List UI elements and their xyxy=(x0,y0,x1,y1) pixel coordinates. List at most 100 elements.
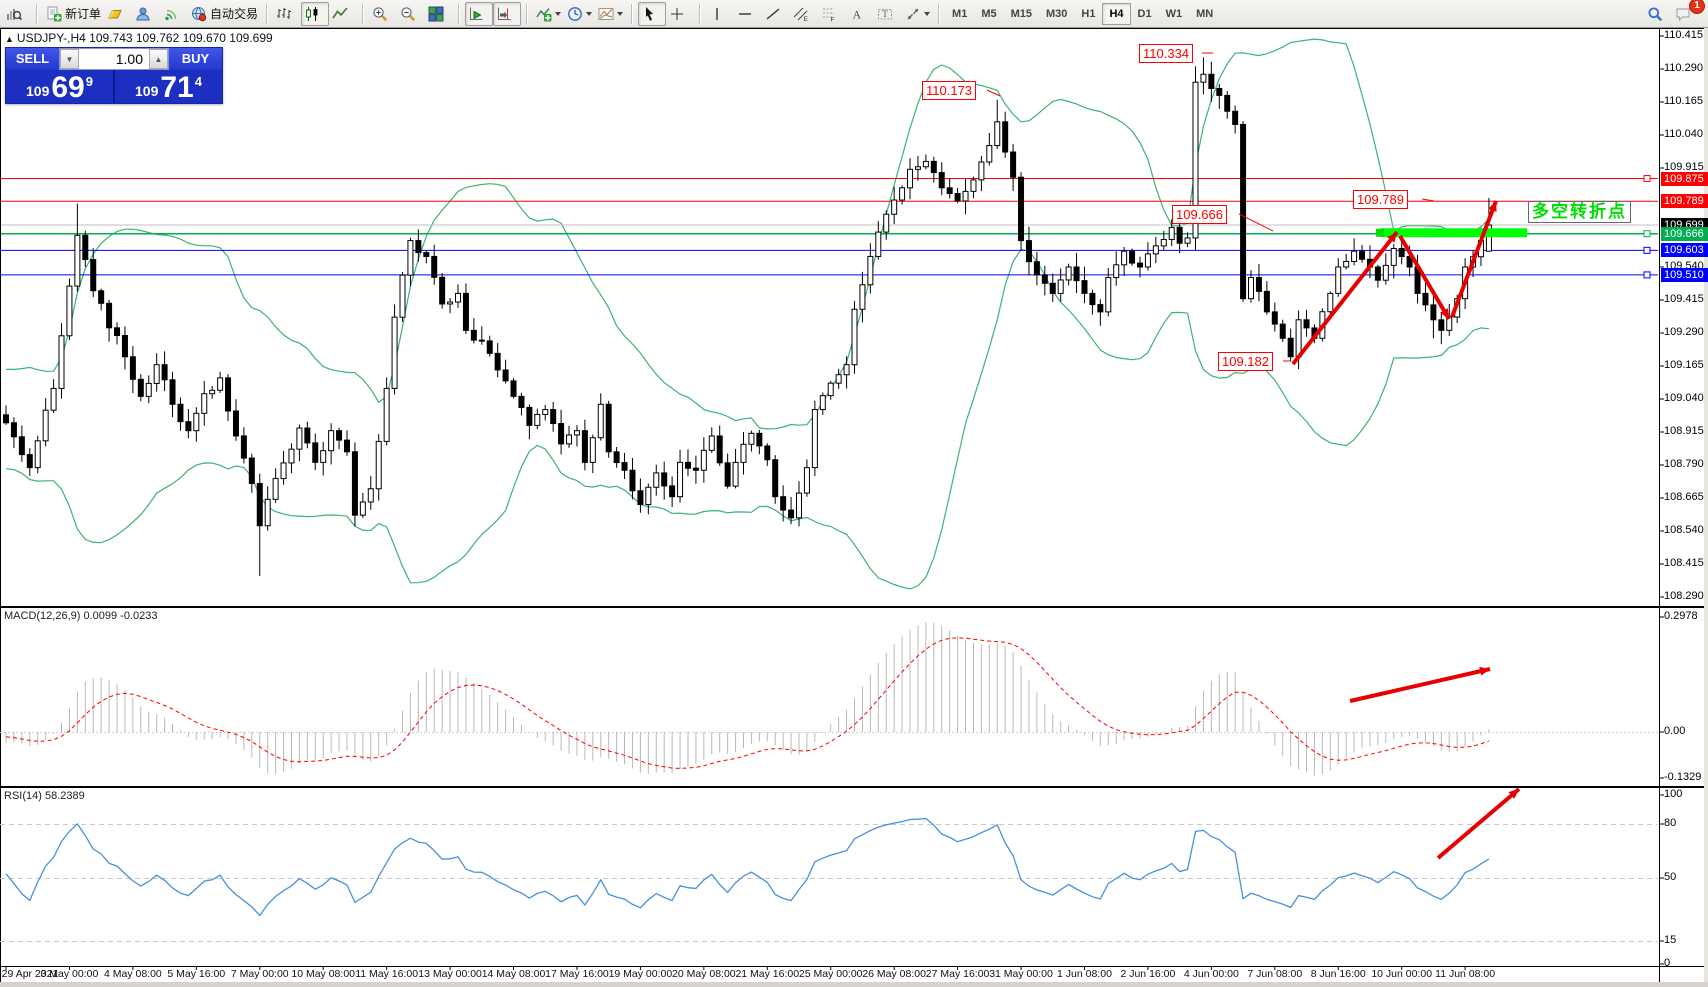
templates-dropdown-caret[interactable] xyxy=(617,11,624,16)
collapse-quote-icon[interactable]: ▲ xyxy=(5,34,14,44)
chart-price-label-110.334[interactable]: 110.334 xyxy=(1139,44,1194,63)
arrows-tool-dropdown-caret[interactable] xyxy=(924,11,931,16)
macd-tick-0.2978: 0.2978 xyxy=(1664,610,1698,622)
chat-button[interactable]: 1 xyxy=(1672,0,1705,26)
search-button[interactable] xyxy=(1644,2,1672,26)
indicators-button[interactable] xyxy=(533,2,564,26)
price-tick-108.290: 108.290 xyxy=(1664,590,1704,602)
price-tick-108.790: 108.790 xyxy=(1664,458,1704,470)
toolbar-group-1: 新订单 自动交易 xyxy=(40,1,264,27)
time-label-2-Jun-16-00: 2 Jun 16:00 xyxy=(1120,968,1176,980)
volume-down-button[interactable]: ▼ xyxy=(60,49,79,69)
chart-price-label-109.182[interactable]: 109.182 xyxy=(1218,352,1273,371)
timeframe-H1[interactable]: H1 xyxy=(1081,7,1096,20)
trend-arrow[interactable] xyxy=(1450,200,1498,318)
chart-shift-button[interactable] xyxy=(493,1,522,26)
auto-scroll-button[interactable] xyxy=(465,1,494,26)
trend-arrow[interactable] xyxy=(1436,787,1521,860)
autotrading-button[interactable]: 自动交易 xyxy=(188,2,261,26)
timeframe-D1[interactable]: D1 xyxy=(1137,7,1152,20)
price-label-109.510: 109.510 xyxy=(1661,267,1708,282)
timeframe-W1[interactable]: W1 xyxy=(1165,7,1183,20)
candlestick-chart-button[interactable] xyxy=(301,1,330,26)
chart-symbols-icon xyxy=(6,6,22,22)
templates-icon xyxy=(598,6,614,22)
zoom-in-icon xyxy=(372,6,388,22)
notification-badge[interactable]: 1 xyxy=(1689,0,1705,14)
macd-tick-0.00: 0.00 xyxy=(1664,725,1686,737)
indicators-dropdown-caret[interactable] xyxy=(555,11,562,16)
new-order-button[interactable]: 新订单 xyxy=(43,2,104,26)
highlight-handle[interactable] xyxy=(1376,228,1384,237)
time-label-21-May-16-00: 21 May 16:00 xyxy=(735,968,800,980)
arrows-tool-button[interactable] xyxy=(902,2,933,26)
chart-price-label-109.666[interactable]: 109.666 xyxy=(1172,205,1227,224)
timeframe-M5[interactable]: M5 xyxy=(981,7,997,20)
timeframe-M15[interactable]: M15 xyxy=(1010,7,1032,20)
accounts-button[interactable] xyxy=(132,2,160,26)
time-label-13-May-00-00: 13 May 00:00 xyxy=(418,968,482,980)
timeframe-MN[interactable]: MN xyxy=(1196,7,1214,20)
hline-handle-109.666[interactable] xyxy=(1643,230,1651,238)
time-label-4-Jun-00-00: 4 Jun 00:00 xyxy=(1183,968,1239,980)
toolbar-separator xyxy=(526,3,529,24)
toolbar-separator xyxy=(362,3,365,24)
buy-price[interactable]: 109 71 4 xyxy=(115,70,222,103)
bollinger-upper-band xyxy=(6,38,1490,430)
vertical-line-button[interactable] xyxy=(706,2,734,26)
tile-windows-button[interactable] xyxy=(425,2,453,26)
market-watch-gold-button[interactable] xyxy=(104,2,132,26)
line-chart-button[interactable] xyxy=(329,2,357,26)
templates-button[interactable] xyxy=(595,2,626,26)
sell-button[interactable]: SELL xyxy=(6,48,59,70)
text-label-button[interactable]: T xyxy=(874,2,902,26)
signals-button[interactable] xyxy=(160,2,188,26)
chart-symbols-button[interactable] xyxy=(3,2,31,26)
volume-up-button[interactable]: ▲ xyxy=(149,49,168,69)
sell-price[interactable]: 109 69 9 xyxy=(6,70,113,103)
trend-arrow[interactable] xyxy=(1349,667,1491,703)
periods-icon xyxy=(567,6,583,22)
buy-button[interactable]: BUY xyxy=(169,48,222,70)
crosshair-button[interactable] xyxy=(666,2,694,26)
chart-price-label-110.173[interactable]: 110.173 xyxy=(922,81,977,100)
toolbar-group-5 xyxy=(530,1,629,27)
hline-handle-109.51[interactable] xyxy=(1643,271,1651,279)
zoom-out-button[interactable] xyxy=(397,2,425,26)
main-toolbar: 新订单 自动交易 E F A T M1 M5 M15 M30 H1 H4 D1 W1 MN 1 xyxy=(0,0,1708,28)
one-click-trading-panel: SELL ▼ 1.00 ▲ BUY 109 69 9 109 71 4 xyxy=(5,47,223,104)
fibonacci-button[interactable]: F xyxy=(818,2,846,26)
trend-arrow[interactable] xyxy=(1291,230,1399,366)
text-button[interactable]: A xyxy=(846,2,874,26)
hline-handle-109.603[interactable] xyxy=(1643,246,1651,254)
bull-bear-turning-point-annotation[interactable]: 多空转折点 xyxy=(1528,201,1631,223)
label-connector xyxy=(1421,198,1435,202)
timeframe-M1[interactable]: M1 xyxy=(952,7,968,20)
svg-text:E: E xyxy=(804,16,809,22)
periods-dropdown-caret[interactable] xyxy=(586,11,593,16)
cursor-button[interactable] xyxy=(638,1,667,26)
equidistant-channel-button[interactable]: E xyxy=(790,2,818,26)
rsi-tick-0: 0 xyxy=(1664,957,1671,969)
price-tick-110.165: 110.165 xyxy=(1664,95,1703,107)
horizontal-line-button[interactable] xyxy=(734,2,762,26)
timeframe-H4[interactable]: H4 xyxy=(1102,2,1131,25)
rsi-line xyxy=(5,817,1490,917)
volume-value[interactable]: 1.00 xyxy=(115,51,143,67)
autotrading-label: 自动交易 xyxy=(210,7,259,21)
chart-price-label-109.789[interactable]: 109.789 xyxy=(1353,190,1408,209)
bar-chart-button[interactable] xyxy=(273,2,301,26)
trendline-button[interactable] xyxy=(762,2,790,26)
trend-arrow[interactable] xyxy=(1398,234,1451,321)
candlestick-chart-icon xyxy=(304,6,320,22)
price-tick-109.915: 109.915 xyxy=(1664,161,1704,173)
timeframe-M30[interactable]: M30 xyxy=(1046,7,1068,20)
arrows-tool-icon xyxy=(905,6,921,22)
periods-button[interactable] xyxy=(564,2,595,26)
trend-arrowhead xyxy=(1508,789,1519,799)
hline-handle-109.875[interactable] xyxy=(1643,175,1651,183)
new-order-label: 新订单 xyxy=(65,7,102,21)
zoom-in-button[interactable] xyxy=(369,2,397,26)
